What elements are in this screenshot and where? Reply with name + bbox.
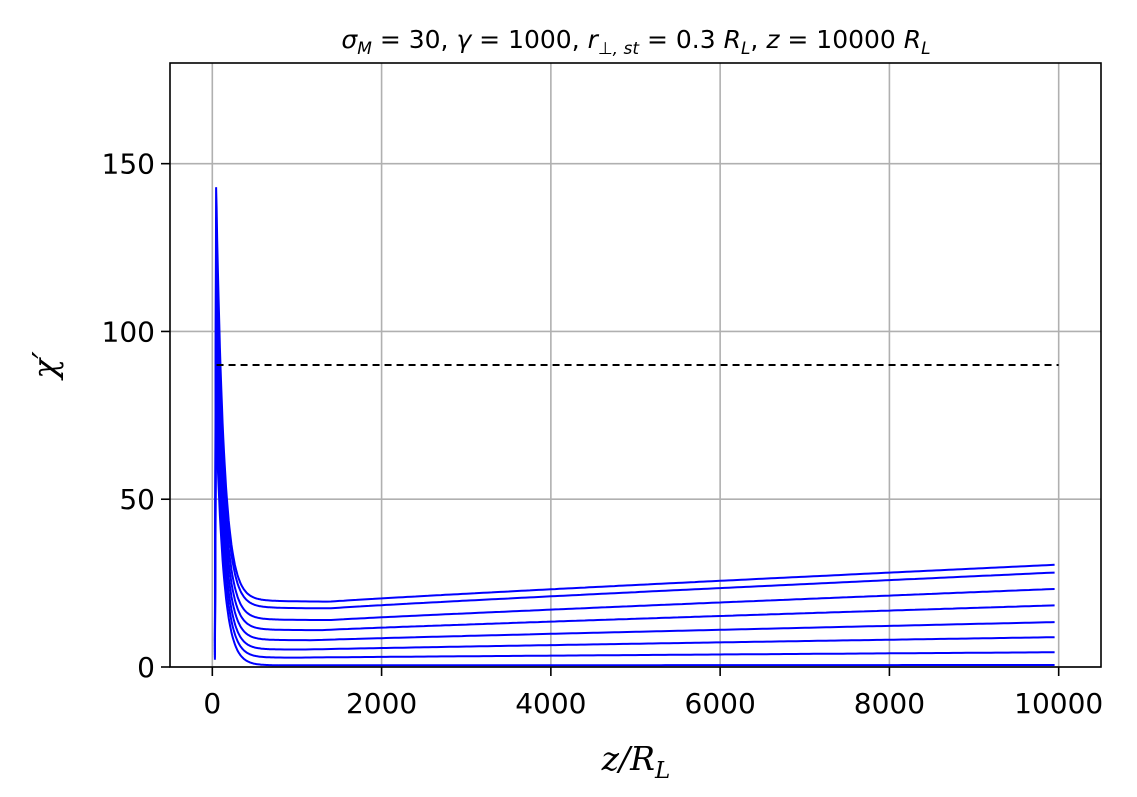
x-tick-label-8000: 8000 — [854, 687, 925, 720]
y-tick-label-100: 100 — [102, 315, 155, 348]
x-tick-label-6000: 6000 — [685, 687, 756, 720]
ticks: 0 2000 4000 6000 8000 10000 0 50 100 150 — [102, 148, 1104, 720]
series-line-8 — [213, 418, 1055, 667]
series-line-3 — [213, 250, 1055, 647]
series-line-1 — [213, 187, 1055, 641]
x-axis-label: z/RL — [601, 739, 671, 784]
y-tick-label-150: 150 — [102, 148, 155, 181]
x-tick-label-10000: 10000 — [1014, 687, 1103, 720]
y-tick-label-0: 0 — [137, 651, 155, 684]
chart-title: σM = 30, γ = 1000, r⊥, st = 0.3 RL, z = … — [341, 25, 930, 59]
x-tick-label-2000: 2000 — [346, 687, 417, 720]
series-line-4 — [213, 284, 1055, 650]
y-tick-label-50: 50 — [119, 483, 155, 516]
x-tick-label-0: 0 — [203, 687, 221, 720]
series-line-5 — [213, 317, 1055, 653]
x-tick-label-4000: 4000 — [515, 687, 586, 720]
series-line-2 — [213, 217, 1055, 643]
series-line-6 — [213, 351, 1055, 656]
series-layer — [213, 187, 1055, 667]
series-line-7 — [213, 385, 1055, 659]
plot-frame — [169, 62, 1102, 668]
y-axis-label: χ′ — [25, 351, 64, 381]
